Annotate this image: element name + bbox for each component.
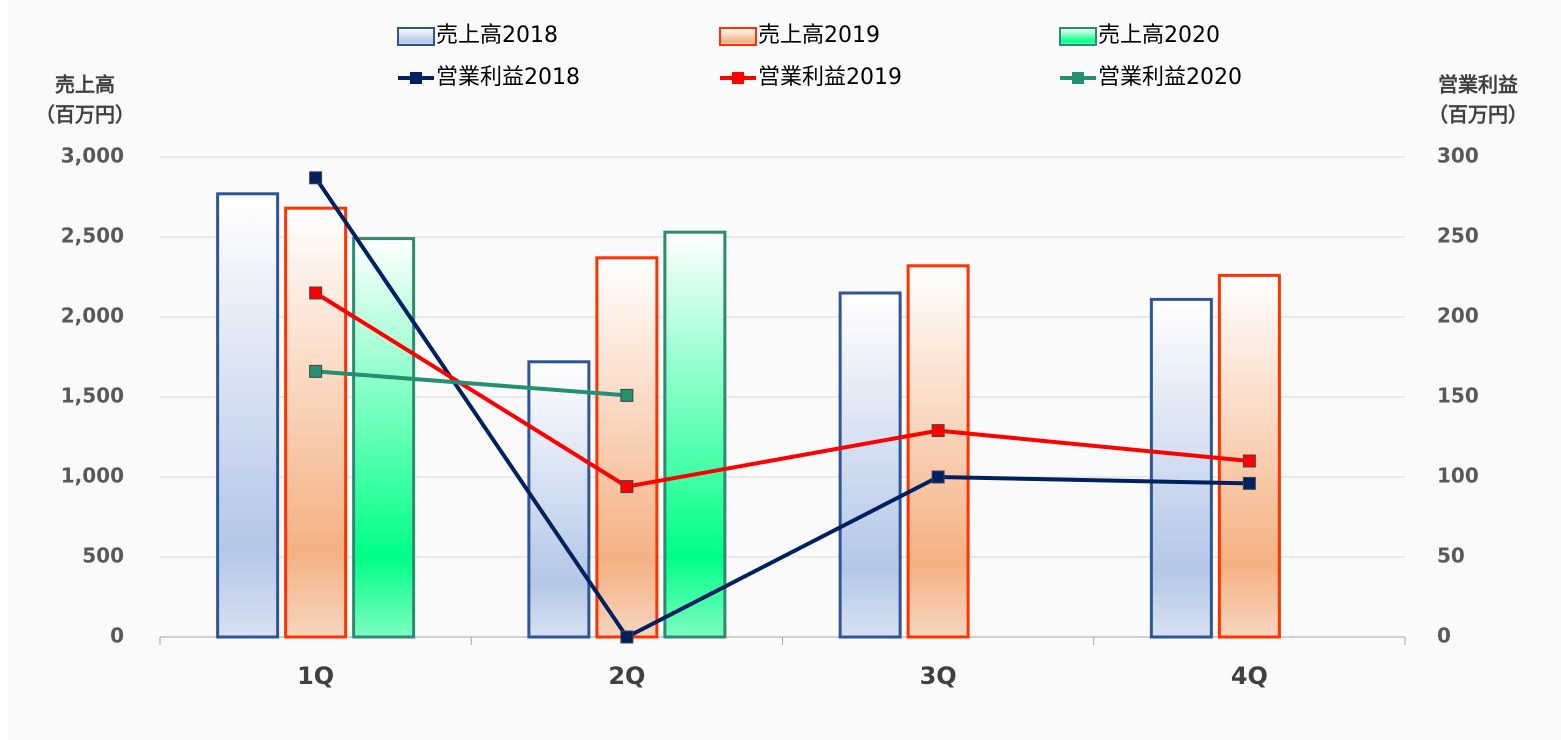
bar bbox=[838, 291, 902, 639]
marker bbox=[620, 480, 634, 494]
x-tick-label: 3Q bbox=[920, 662, 957, 690]
y-tick-label: 2,500 bbox=[61, 224, 124, 248]
line bbox=[314, 291, 1250, 489]
marker bbox=[309, 171, 323, 185]
marker bbox=[309, 286, 323, 300]
y2-tick-label: 100 bbox=[1437, 464, 1479, 488]
y2-axis-title: （百万円） bbox=[1428, 103, 1528, 127]
y-tick-label: 1,000 bbox=[61, 464, 124, 488]
marker bbox=[931, 470, 945, 484]
marker bbox=[620, 630, 634, 644]
y2-tick-label: 0 bbox=[1437, 624, 1451, 648]
y2-tick-label: 200 bbox=[1437, 304, 1479, 328]
y2-axis-title: 営業利益 bbox=[1438, 73, 1518, 97]
bar bbox=[663, 230, 727, 639]
y-axis-title: （百万円） bbox=[35, 103, 135, 127]
legend-label: 売上高2019 bbox=[758, 23, 880, 48]
line bbox=[313, 176, 1250, 640]
bar bbox=[906, 264, 970, 639]
marker bbox=[620, 388, 634, 402]
legend-swatch bbox=[732, 72, 744, 84]
legend-swatch bbox=[1059, 27, 1097, 46]
legend-swatch bbox=[1072, 72, 1084, 84]
bar bbox=[1149, 297, 1213, 639]
bar bbox=[595, 256, 659, 639]
y2-tick-label: 300 bbox=[1437, 144, 1479, 168]
y-tick-label: 500 bbox=[82, 544, 124, 568]
bar bbox=[216, 192, 280, 639]
bar bbox=[352, 237, 416, 639]
legend-label: 営業利益2020 bbox=[1098, 65, 1242, 90]
legend-swatch bbox=[397, 27, 435, 46]
y-tick-label: 1,500 bbox=[61, 384, 124, 408]
marker bbox=[931, 424, 945, 438]
legend-label: 売上高2018 bbox=[436, 23, 558, 48]
y-tick-label: 0 bbox=[110, 624, 124, 648]
bar bbox=[527, 360, 591, 639]
y2-tick-label: 150 bbox=[1437, 384, 1479, 408]
legend-label: 営業利益2019 bbox=[758, 65, 902, 90]
line bbox=[315, 369, 628, 398]
y-tick-label: 3,000 bbox=[61, 144, 124, 168]
marker bbox=[309, 364, 323, 378]
x-tick-label: 2Q bbox=[608, 662, 645, 690]
marker bbox=[1242, 454, 1256, 468]
y-tick-label: 2,000 bbox=[61, 304, 124, 328]
x-tick-label: 1Q bbox=[297, 662, 334, 690]
bar bbox=[284, 206, 348, 639]
marker bbox=[1242, 476, 1256, 490]
legend-swatch bbox=[719, 27, 757, 46]
y-axis-title: 売上高 bbox=[55, 73, 115, 97]
legend-label: 売上高2020 bbox=[1098, 23, 1220, 48]
y2-tick-label: 250 bbox=[1437, 224, 1479, 248]
x-tick-label: 4Q bbox=[1231, 662, 1268, 690]
legend-swatch bbox=[410, 72, 422, 84]
legend-label: 営業利益2018 bbox=[436, 65, 580, 90]
y2-tick-label: 50 bbox=[1437, 544, 1465, 568]
